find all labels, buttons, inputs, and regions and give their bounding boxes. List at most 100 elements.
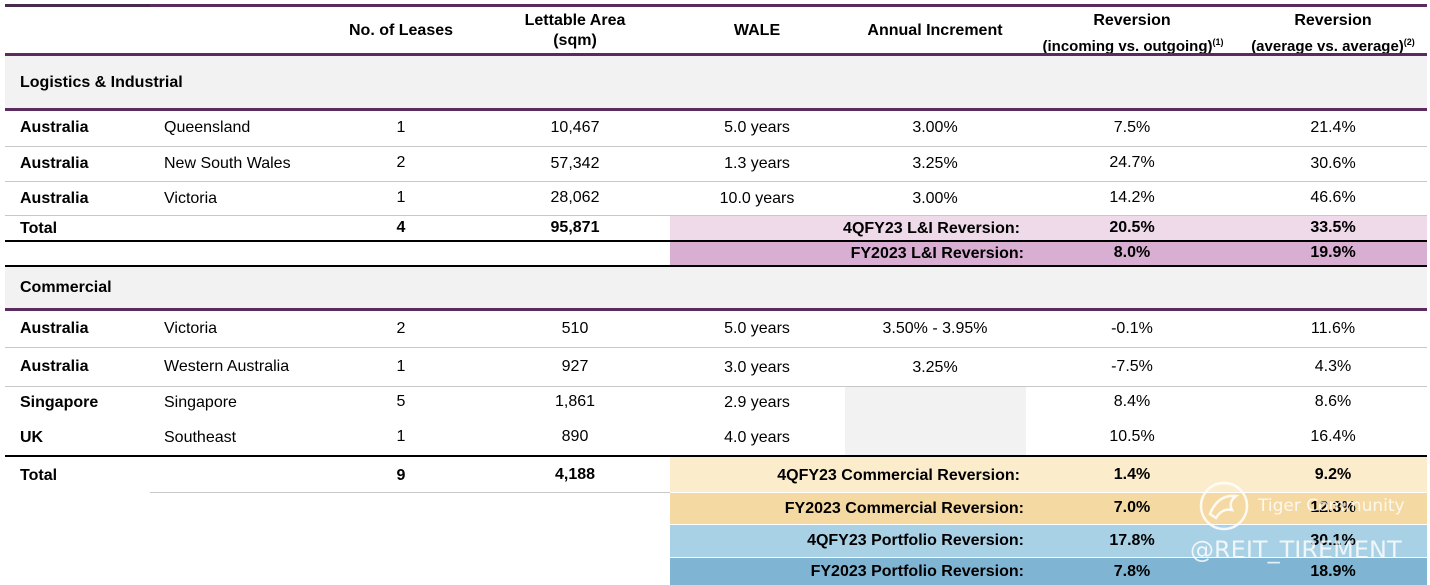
com-row-1-rev2: 4.3% [1314, 358, 1352, 375]
li-row-0-wale: 5.0 years [724, 119, 790, 136]
li-row-2-rev2: 46.6% [1310, 189, 1356, 206]
port-summary-0-label: 4QFY23 Portfolio Reversion: [807, 532, 1024, 549]
com-row-3-wale: 4.0 years [724, 429, 790, 446]
com-row-1-rev1: -7.5% [1111, 358, 1153, 375]
li-total-area: 95,871 [550, 219, 600, 236]
com-total-area: 4,188 [554, 466, 596, 483]
com-fy-band [670, 493, 1427, 524]
com-total-label: Total [20, 467, 58, 484]
li-section-end-border [5, 265, 1427, 267]
com-row-3-rev2: 16.4% [1310, 428, 1356, 445]
li-row-1-leases: 2 [396, 154, 406, 171]
com-summary-1-rev1: 7.0% [1113, 499, 1151, 516]
li-fy-band [670, 242, 1427, 265]
com-row-2-country: Singapore [20, 394, 99, 411]
com-row-1-increment: 3.25% [912, 359, 958, 376]
com-row-3-rev1: 10.5% [1109, 428, 1155, 445]
com-row-3-country: UK [20, 429, 44, 446]
top-border-gap [5, 4, 150, 7]
port-summary-0-rev2: 30.1% [1310, 532, 1356, 549]
li-row-2-increment: 3.00% [912, 190, 958, 207]
li-section-title: Logistics & Industrial [20, 74, 183, 91]
header-increment: Annual Increment [867, 22, 1003, 39]
watermark-handle: @REIT_TIREMENT [1190, 536, 1402, 564]
com-row-2-rev1: 8.4% [1113, 393, 1151, 410]
li-row-0-country: Australia [20, 119, 89, 136]
com-total-leases: 9 [396, 467, 406, 484]
com-summary-1-label: FY2023 Commercial Reversion: [784, 500, 1024, 517]
com-row-3-area: 890 [561, 428, 589, 445]
li-summary-0-rev1: 20.5% [1109, 219, 1155, 236]
li-row-2-rev1: 14.2% [1109, 189, 1155, 206]
commercial-rows-end-border [5, 455, 1427, 457]
commercial-section-band [5, 267, 1427, 309]
header-rev1-line2: (incoming vs. outgoing)(1) [1030, 32, 1236, 57]
li-summary-1-rev2: 19.9% [1310, 244, 1356, 261]
row-divider [5, 181, 1427, 182]
commercial-section-border [5, 308, 1427, 311]
header-bottom-border [5, 53, 1427, 56]
li-row-2-area: 28,062 [550, 189, 600, 206]
port-4q-band [670, 525, 1427, 557]
header-leases: No. of Leases [348, 22, 454, 39]
com-4q-band [670, 457, 1427, 492]
row-divider [5, 386, 1427, 387]
com-row-2-leases: 5 [396, 393, 406, 410]
header-rev2-footnote: (2) [1403, 37, 1415, 47]
li-row-1-region: New South Wales [164, 155, 291, 172]
li-row-2-leases: 1 [396, 189, 406, 206]
header-rev2-line1: Reversion [1294, 12, 1372, 29]
li-summary-0-rev2: 33.5% [1310, 219, 1356, 236]
com-row-0-area: 510 [561, 320, 589, 337]
header-rev1-line1: Reversion [1093, 12, 1171, 29]
li-summary-1-label: FY2023 L&I Reversion: [850, 245, 1024, 262]
li-row-0-region: Queensland [164, 119, 251, 136]
com-row-1-country: Australia [20, 358, 89, 375]
row-divider [5, 215, 1427, 216]
com-total-underline [150, 492, 670, 493]
com-row-0-rev1: -0.1% [1111, 320, 1153, 337]
com-summary-0-rev1: 1.4% [1113, 466, 1151, 483]
port-summary-1-rev2: 18.9% [1310, 563, 1356, 580]
li-row-0-rev2: 21.4% [1310, 119, 1356, 136]
com-row-1-area: 927 [561, 358, 589, 375]
li-row-0-area: 10,467 [550, 119, 600, 136]
header-wale: WALE [733, 22, 781, 39]
header-area-line1: Lettable Area [524, 12, 626, 29]
li-row-2-country: Australia [20, 190, 89, 207]
empty-increment-cell [845, 387, 1026, 455]
li-row-0-increment: 3.00% [912, 119, 958, 136]
com-row-0-leases: 2 [396, 320, 406, 337]
port-summary-0-rev1: 17.8% [1109, 532, 1155, 549]
com-row-2-region: Singapore [164, 394, 237, 411]
li-row-1-rev2: 30.6% [1310, 155, 1356, 172]
watermark-community: Tiger Community [1258, 496, 1405, 516]
li-row-2-region: Victoria [164, 190, 218, 207]
li-row-2-wale: 10.0 years [719, 190, 795, 207]
com-row-1-wale: 3.0 years [724, 359, 790, 376]
com-row-2-area: 1,861 [554, 393, 596, 410]
li-total-label: Total [20, 220, 58, 237]
com-row-2-rev2: 8.6% [1314, 393, 1352, 410]
li-summary-1-rev1: 8.0% [1113, 244, 1151, 261]
li-row-1-country: Australia [20, 155, 89, 172]
commercial-section-title: Commercial [20, 279, 112, 296]
tiger-logo-icon [1199, 481, 1249, 531]
port-summary-1-rev1: 7.8% [1113, 563, 1151, 580]
header-rev2-text: (average vs. average) [1251, 38, 1404, 55]
li-section-border [5, 108, 1427, 111]
li-row-1-rev1: 24.7% [1109, 154, 1155, 171]
port-summary-1-label: FY2023 Portfolio Reversion: [810, 563, 1024, 580]
com-row-3-region: Southeast [164, 429, 237, 446]
li-total-border [5, 240, 1427, 242]
com-summary-0-rev2: 9.2% [1314, 466, 1352, 483]
li-4q-band [670, 216, 1427, 240]
li-summary-0-label: 4QFY23 L&I Reversion: [843, 220, 1020, 237]
com-row-3-leases: 1 [396, 428, 406, 445]
li-row-1-area: 57,342 [550, 155, 600, 172]
header-rev1-footnote: (1) [1212, 37, 1224, 47]
com-row-0-country: Australia [20, 320, 89, 337]
li-row-0-leases: 1 [396, 119, 406, 136]
header-area-line2: (sqm) [553, 32, 597, 49]
top-border [5, 4, 1427, 7]
